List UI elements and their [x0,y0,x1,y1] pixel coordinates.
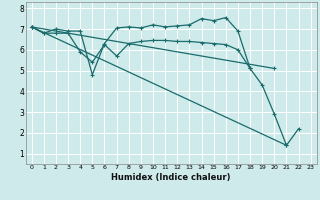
X-axis label: Humidex (Indice chaleur): Humidex (Indice chaleur) [111,173,231,182]
